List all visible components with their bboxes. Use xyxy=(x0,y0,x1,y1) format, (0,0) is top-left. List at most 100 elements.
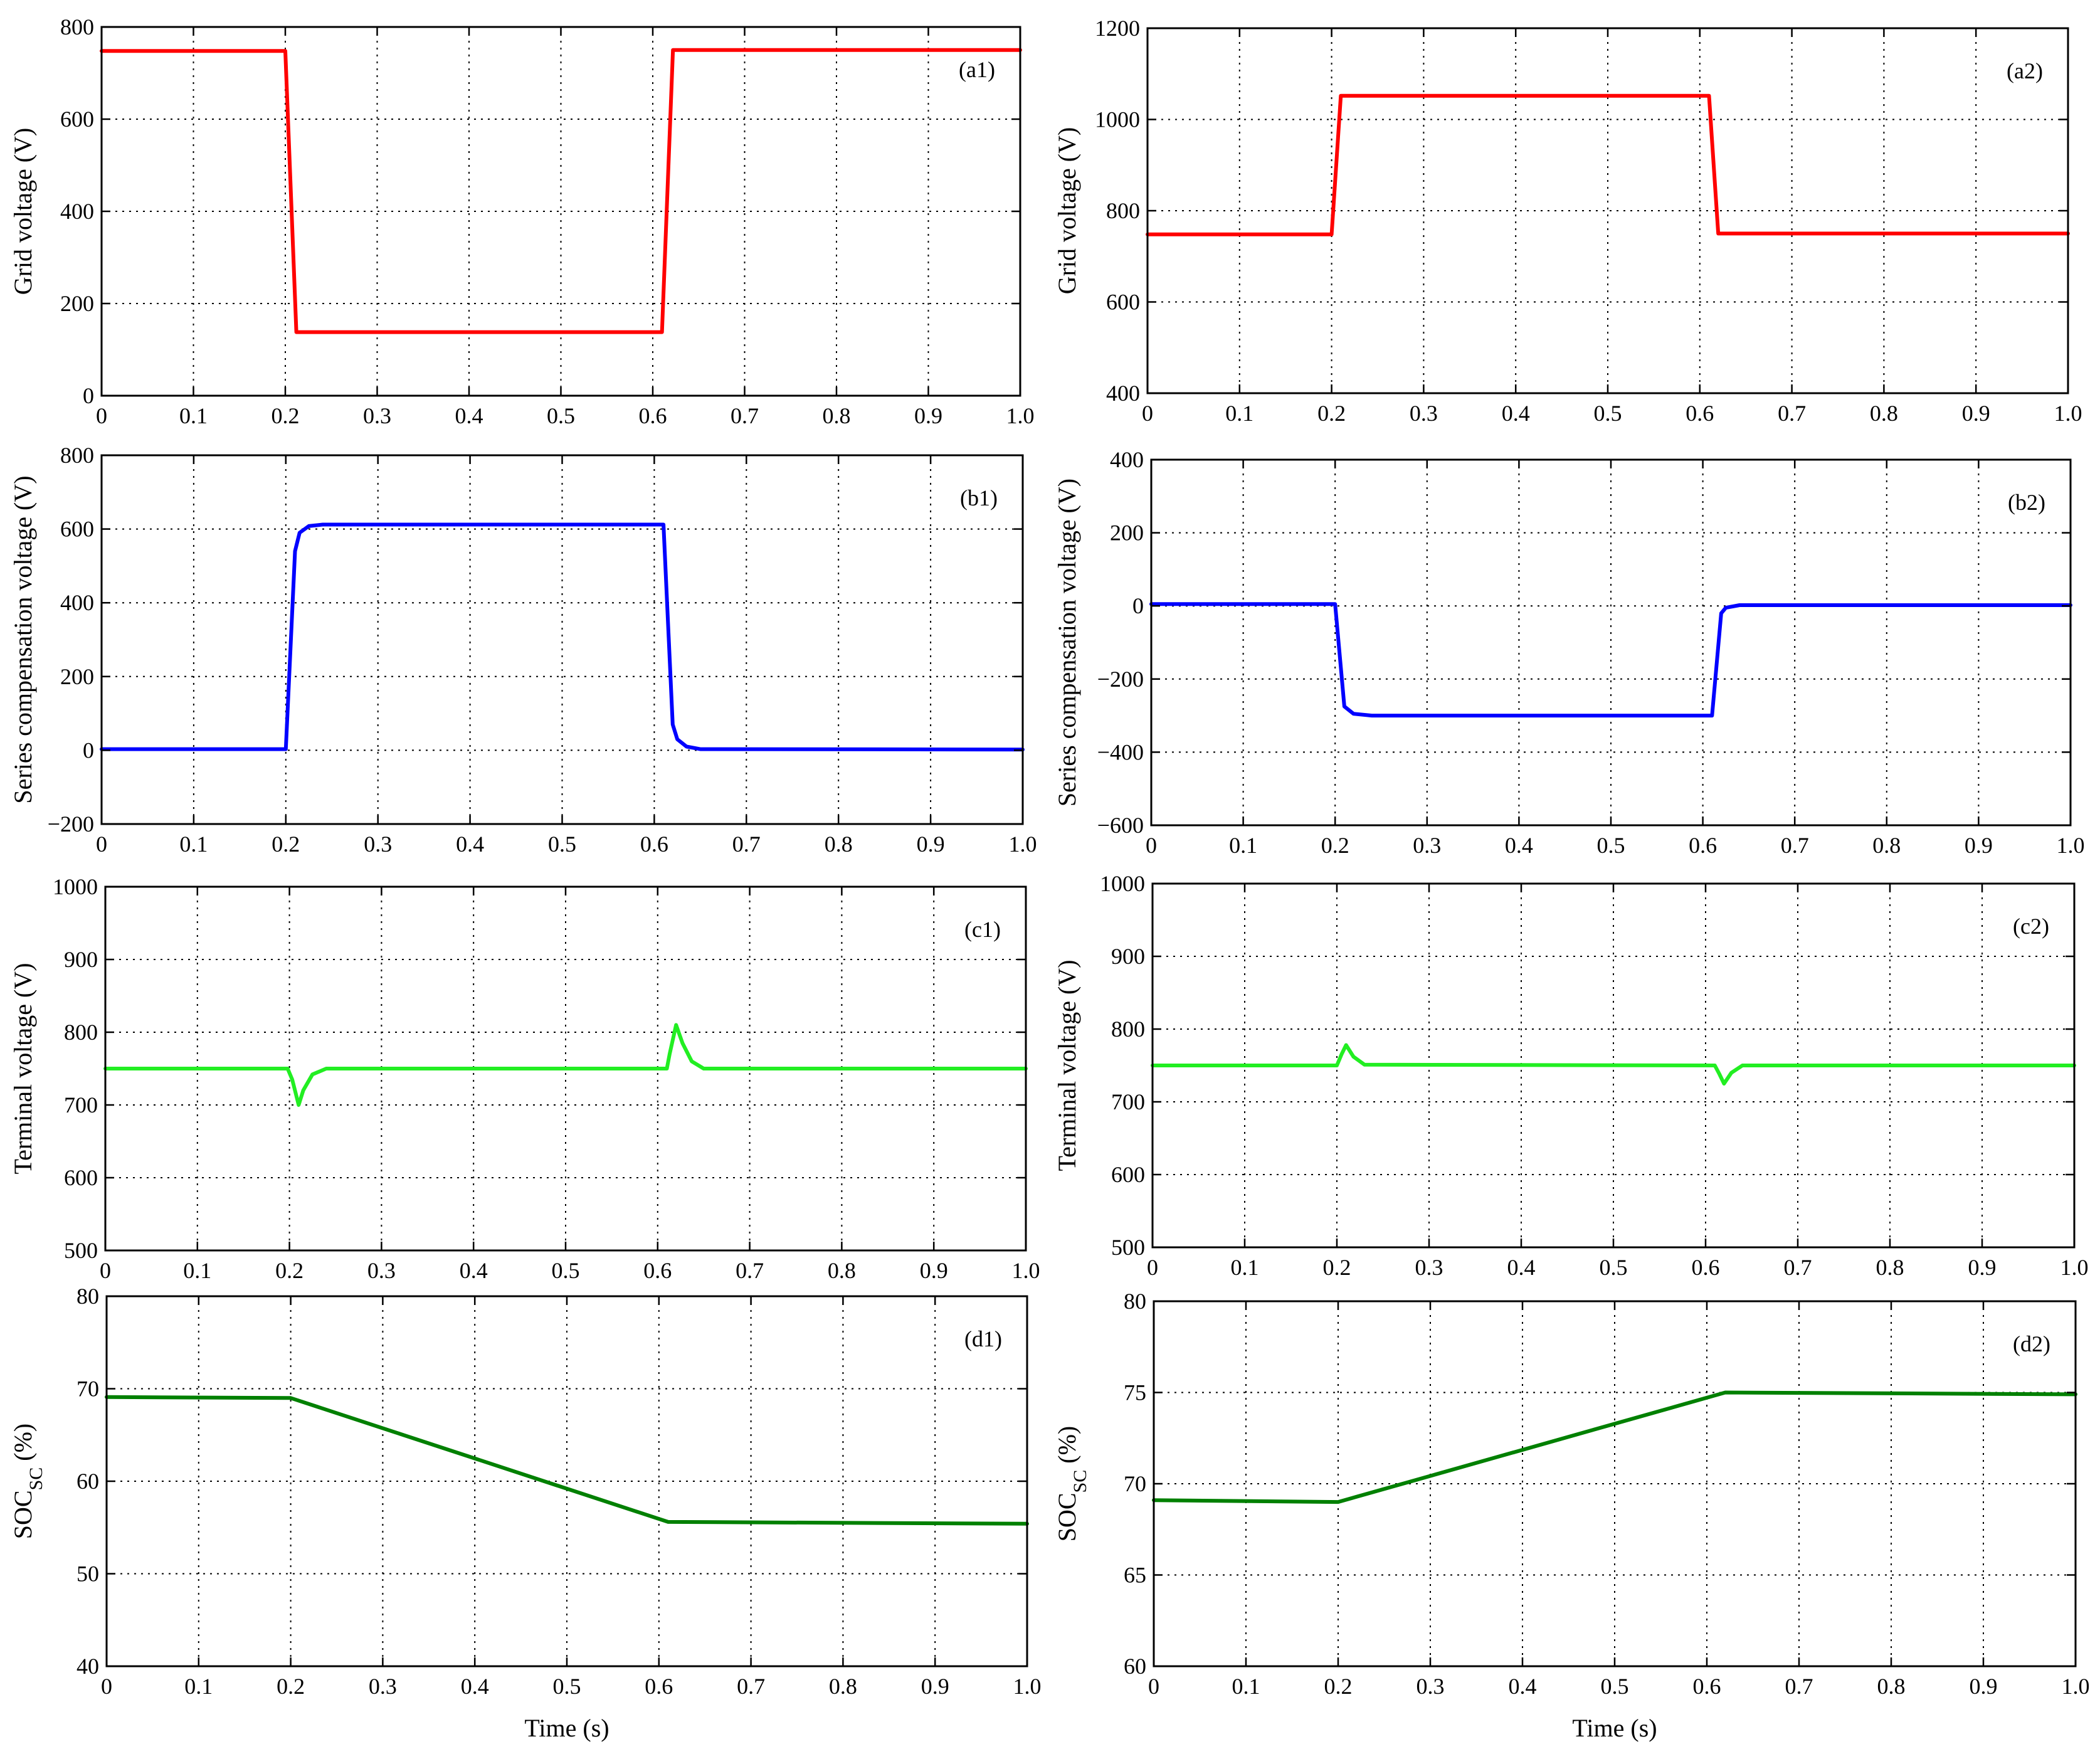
x-tick-label: 0.7 xyxy=(1778,401,1806,426)
panel-label: (d1) xyxy=(964,1326,1002,1351)
y-axis-label-main: Terminal voltage (V) xyxy=(1053,959,1081,1171)
x-tick-label: 0.6 xyxy=(645,1674,673,1699)
panel-label: (b2) xyxy=(2008,490,2045,515)
y-tick-label: 200 xyxy=(1110,520,1144,546)
x-tick-label: 0.7 xyxy=(736,1258,764,1283)
series-line xyxy=(103,1023,1028,1107)
series-line xyxy=(1146,93,2070,236)
y-tick-label: 200 xyxy=(60,664,94,689)
y-axis-label: Terminal voltage (V) xyxy=(9,963,37,1174)
x-tick-label: 0.3 xyxy=(369,1674,397,1699)
y-axis-label-subscript: SC xyxy=(26,1467,46,1491)
x-tick-label: 0.8 xyxy=(825,832,853,857)
y-tick-label: 65 xyxy=(1124,1563,1146,1588)
x-tick-label: 0.7 xyxy=(1785,1674,1813,1699)
x-tick-label: 0.6 xyxy=(1689,833,1717,858)
x-tick-label: 0.1 xyxy=(183,1258,211,1283)
x-tick-label: 0.7 xyxy=(731,403,759,428)
x-tick-label: 0.3 xyxy=(1417,1674,1445,1699)
x-tick-label: 0.6 xyxy=(1686,401,1714,426)
y-axis-label-subscript: SC xyxy=(1070,1470,1090,1493)
y-axis-label-main: SOC xyxy=(9,1490,37,1539)
y-axis-label: Grid voltage (V) xyxy=(9,128,37,295)
plot-panel-7: 0 0.1 0.2 0.3 0.4 0.5 0.6 0.7 0.8 0.9 1.0 40 50 60 70 8… xyxy=(9,1284,1042,1742)
x-tick-label: 0 xyxy=(1148,1674,1159,1699)
x-tick-label: 1.0 xyxy=(2054,401,2082,426)
x-tick-label: 0.2 xyxy=(1323,1255,1351,1280)
x-tick-label: 0.3 xyxy=(364,832,392,857)
x-tick-label: 0.8 xyxy=(823,403,851,428)
x-tick-label: 1.0 xyxy=(2057,833,2085,858)
y-tick-label: 1000 xyxy=(1100,871,1145,896)
x-tick-label: 0.2 xyxy=(277,1674,305,1699)
y-axis-label-main: Grid voltage (V) xyxy=(9,128,37,295)
x-tick-label: 0.5 xyxy=(1594,401,1622,426)
y-tick-label: 0 xyxy=(1132,593,1144,618)
x-tick-label: 0.6 xyxy=(639,403,667,428)
panel-label: (c2) xyxy=(2013,914,2049,939)
y-tick-label: 70 xyxy=(1124,1471,1146,1496)
x-tick-label: 0.4 xyxy=(460,1258,488,1283)
x-tick-label: 0.6 xyxy=(1693,1674,1721,1699)
y-tick-label: 400 xyxy=(1106,381,1140,406)
x-axis-label: Time (s) xyxy=(524,1714,609,1742)
y-tick-label: 200 xyxy=(60,291,94,316)
x-tick-label: 0.1 xyxy=(179,403,208,428)
plot-panel-1: 0 0.1 0.2 0.3 0.4 0.5 0.6 0.7 0.8 0.9 1.0 0 200 400 60… xyxy=(9,14,1035,428)
x-tick-label: 0.4 xyxy=(1509,1674,1537,1699)
y-tick-label: 60 xyxy=(77,1469,99,1494)
y-tick-label: 900 xyxy=(64,947,98,972)
panel-label: (d2) xyxy=(2013,1331,2050,1356)
series-line xyxy=(100,522,1025,752)
x-tick-label: 0.8 xyxy=(1870,401,1898,426)
x-tick-label: 0 xyxy=(1147,1255,1158,1280)
y-tick-label: 500 xyxy=(1111,1235,1145,1260)
y-tick-label: 80 xyxy=(77,1284,99,1309)
x-tick-label: 0.8 xyxy=(1877,1674,1906,1699)
y-tick-label: 800 xyxy=(60,14,94,40)
x-tick-label: 0.4 xyxy=(1502,401,1530,426)
series-line xyxy=(1151,1043,2076,1086)
y-axis-label: Series compensation voltage (V) xyxy=(1053,478,1081,806)
x-tick-label: 1.0 xyxy=(1006,403,1035,428)
y-axis-label-main: Series compensation voltage (V) xyxy=(9,475,37,803)
y-tick-label: 50 xyxy=(77,1561,99,1587)
y-tick-label: 1000 xyxy=(1095,107,1140,132)
plot-panel-5: 0 0.1 0.2 0.3 0.4 0.5 0.6 0.7 0.8 0.9 1.0 500 600 700… xyxy=(9,874,1040,1283)
y-axis-label: Terminal voltage (V) xyxy=(1053,959,1081,1171)
x-tick-label: 0.5 xyxy=(548,832,576,857)
y-axis-label-unit: (%) xyxy=(9,1424,37,1467)
y-tick-label: 1200 xyxy=(1095,16,1140,41)
plot-panel-3: 0 0.1 0.2 0.3 0.4 0.5 0.6 0.7 0.8 0.9 1.0−20002004… xyxy=(9,443,1037,857)
x-tick-label: 0.5 xyxy=(547,403,575,428)
x-tick-label: 0.2 xyxy=(272,403,300,428)
x-tick-label: 0.3 xyxy=(367,1258,396,1283)
panel-label: (a1) xyxy=(959,57,995,82)
x-tick-label: 0.4 xyxy=(461,1674,489,1699)
y-tick-label: −200 xyxy=(48,811,94,837)
x-tick-label: 0.1 xyxy=(1232,1674,1260,1699)
x-tick-label: 0.6 xyxy=(640,832,668,857)
y-tick-label: −600 xyxy=(1097,813,1144,838)
plot-panel-8: 0 0.1 0.2 0.3 0.4 0.5 0.6 0.7 0.8 0.9 1.0 60 65 70 75 8… xyxy=(1053,1289,2090,1742)
x-tick-label: 0.5 xyxy=(1597,833,1625,858)
x-tick-label: 0.9 xyxy=(1962,401,1990,426)
x-tick-label: 0.9 xyxy=(917,832,945,857)
x-tick-label: 0.5 xyxy=(553,1674,581,1699)
x-tick-label: 0.1 xyxy=(1225,401,1253,426)
x-tick-label: 1.0 xyxy=(2062,1674,2090,1699)
y-axis-label: Series compensation voltage (V) xyxy=(9,475,37,803)
x-tick-label: 0.7 xyxy=(1784,1255,1812,1280)
y-tick-label: 0 xyxy=(83,737,94,763)
y-tick-label: 600 xyxy=(1111,1162,1145,1187)
x-tick-label: 0.4 xyxy=(456,832,484,857)
y-tick-label: 1000 xyxy=(53,874,98,899)
y-tick-label: −400 xyxy=(1097,739,1144,764)
y-axis-label-main: Series compensation voltage (V) xyxy=(1053,478,1081,806)
x-tick-label: 0 xyxy=(101,1674,112,1699)
y-tick-label: −200 xyxy=(1097,667,1144,692)
panel-label: (a2) xyxy=(2007,58,2043,83)
y-axis-label-main: Terminal voltage (V) xyxy=(9,963,37,1174)
y-tick-label: 400 xyxy=(60,590,94,615)
series-line xyxy=(1152,1390,2077,1504)
